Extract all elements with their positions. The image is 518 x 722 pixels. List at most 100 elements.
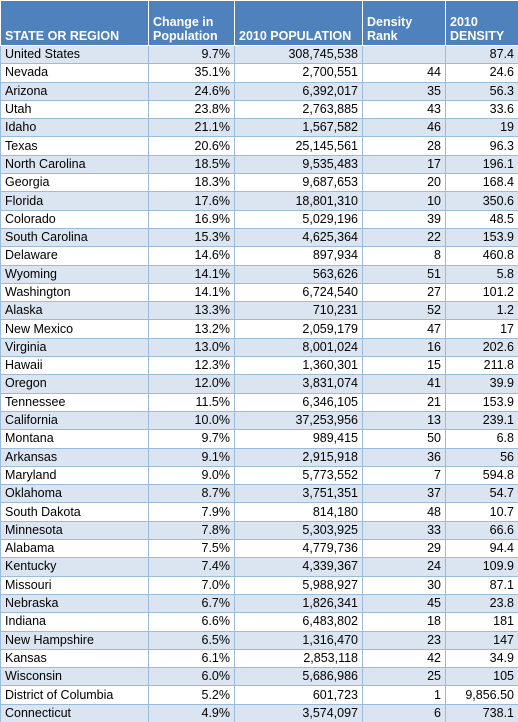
cell-density: 10.7 [446,503,518,521]
cell-state: North Carolina [1,155,149,173]
cell-change: 23.8% [149,100,235,118]
cell-density-rank: 37 [363,485,446,503]
cell-population: 4,339,367 [235,558,363,576]
cell-density-rank: 30 [363,576,446,594]
cell-density-rank [363,46,446,64]
cell-density: 181 [446,613,518,631]
cell-density: 9,856.50 [446,686,518,704]
cell-change: 14.6% [149,247,235,265]
cell-state: California [1,411,149,429]
cell-density-rank: 16 [363,338,446,356]
cell-density-rank: 22 [363,228,446,246]
cell-density-rank: 10 [363,192,446,210]
cell-density-rank: 15 [363,357,446,375]
cell-change: 13.3% [149,302,235,320]
cell-state: New Mexico [1,320,149,338]
cell-population: 9,535,483 [235,155,363,173]
cell-change: 7.9% [149,503,235,521]
header-population: 2010 POPULATION [235,1,363,46]
cell-density: 5.8 [446,265,518,283]
cell-density: 202.6 [446,338,518,356]
cell-population: 563,626 [235,265,363,283]
cell-state: South Dakota [1,503,149,521]
cell-state: Hawaii [1,357,149,375]
cell-density-rank: 51 [363,265,446,283]
cell-population: 4,625,364 [235,228,363,246]
cell-population: 897,934 [235,247,363,265]
cell-state: Connecticut [1,704,149,722]
cell-state: Minnesota [1,521,149,539]
cell-population: 3,574,097 [235,704,363,722]
cell-density: 460.8 [446,247,518,265]
cell-population: 5,029,196 [235,210,363,228]
cell-density-rank: 44 [363,64,446,82]
cell-density-rank: 52 [363,302,446,320]
cell-density: 39.9 [446,375,518,393]
cell-density: 54.7 [446,485,518,503]
cell-density-rank: 24 [363,558,446,576]
cell-population: 6,724,540 [235,283,363,301]
cell-change: 12.0% [149,375,235,393]
cell-population: 1,567,582 [235,119,363,137]
cell-population: 5,686,986 [235,668,363,686]
cell-state: Maryland [1,466,149,484]
cell-state: Nevada [1,64,149,82]
table-header-row: STATE OR REGION Change in Population 201… [1,1,518,46]
cell-change: 16.9% [149,210,235,228]
cell-change: 6.7% [149,594,235,612]
cell-change: 14.1% [149,265,235,283]
cell-change: 35.1% [149,64,235,82]
cell-density: 34.9 [446,649,518,667]
cell-state: Arizona [1,82,149,100]
cell-density: 738.1 [446,704,518,722]
cell-state: Indiana [1,613,149,631]
cell-state: Georgia [1,174,149,192]
cell-population: 308,745,538 [235,46,363,64]
cell-population: 2,915,918 [235,448,363,466]
cell-change: 21.1% [149,119,235,137]
cell-density-rank: 36 [363,448,446,466]
cell-density-rank: 7 [363,466,446,484]
cell-density-rank: 43 [363,100,446,118]
cell-population: 2,763,885 [235,100,363,118]
cell-density-rank: 48 [363,503,446,521]
cell-density: 196.1 [446,155,518,173]
cell-change: 11.5% [149,393,235,411]
cell-state: Virginia [1,338,149,356]
cell-density: 33.6 [446,100,518,118]
cell-state: South Carolina [1,228,149,246]
cell-density: 56.3 [446,82,518,100]
cell-change: 5.2% [149,686,235,704]
cell-density: 109.9 [446,558,518,576]
cell-density-rank: 39 [363,210,446,228]
cell-population: 1,826,341 [235,594,363,612]
cell-density-rank: 33 [363,521,446,539]
cell-density-rank: 8 [363,247,446,265]
cell-population: 710,231 [235,302,363,320]
cell-density: 17 [446,320,518,338]
cell-population: 1,360,301 [235,357,363,375]
cell-density-rank: 18 [363,613,446,631]
cell-density: 6.8 [446,430,518,448]
cell-change: 8.7% [149,485,235,503]
cell-state: Delaware [1,247,149,265]
cell-change: 4.9% [149,704,235,722]
cell-population: 8,001,024 [235,338,363,356]
cell-state: Kansas [1,649,149,667]
cell-population: 6,346,105 [235,393,363,411]
cell-population: 4,779,736 [235,540,363,558]
cell-density: 350.6 [446,192,518,210]
